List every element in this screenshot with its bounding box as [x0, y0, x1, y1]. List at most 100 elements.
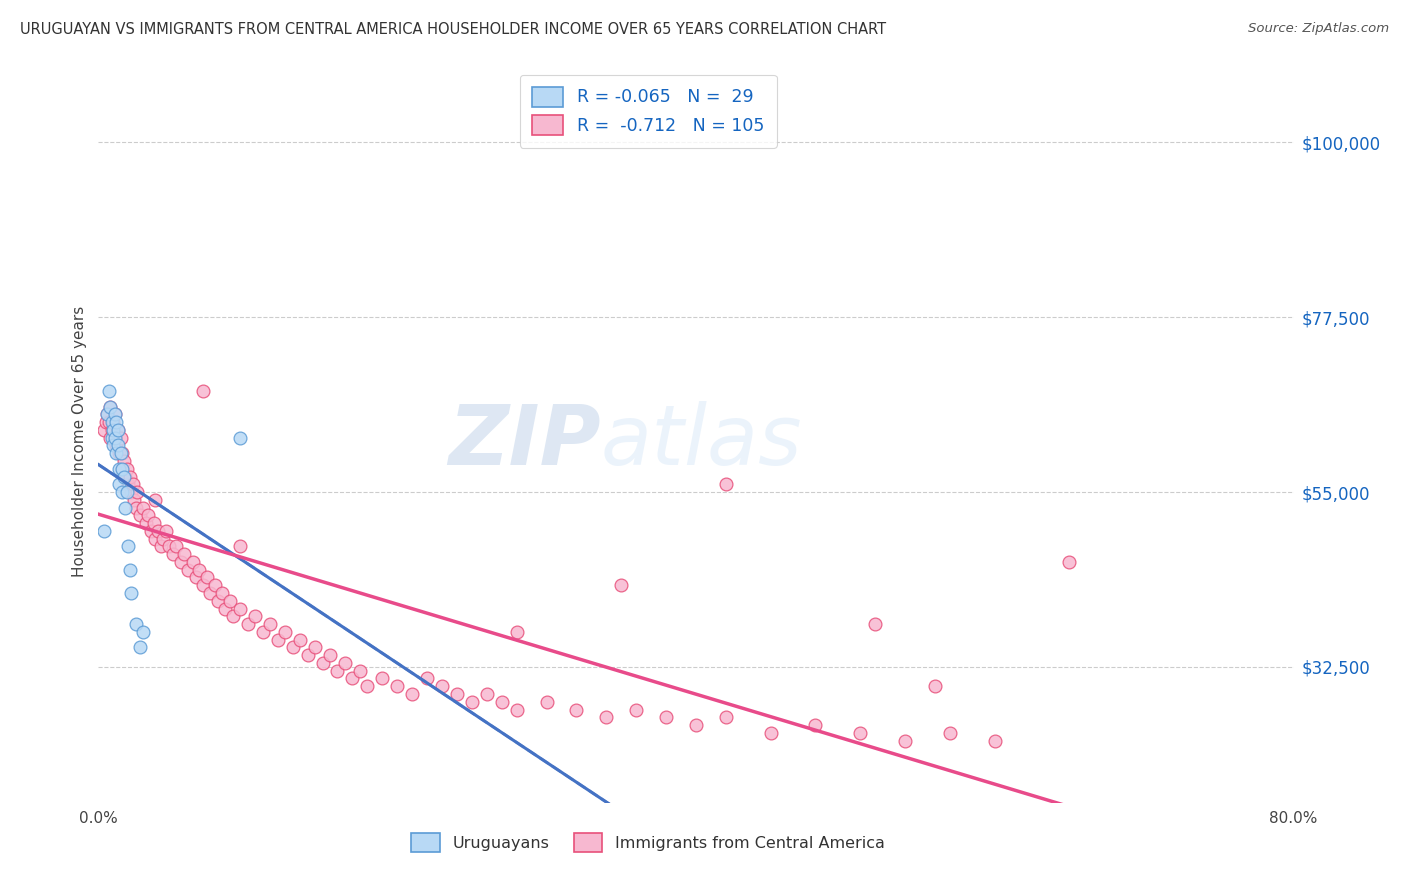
Point: [139, 524, 162, 538]
Point: [110, 431, 132, 445]
Point: [274, 624, 297, 639]
Point: [101, 431, 124, 445]
Point: [267, 632, 290, 647]
Point: [1059, 555, 1081, 569]
Point: [939, 726, 962, 740]
Point: [120, 485, 142, 500]
Point: [143, 492, 166, 507]
Point: [281, 640, 304, 655]
Point: [173, 547, 195, 561]
Text: atlas: atlas: [600, 401, 801, 482]
Point: [142, 516, 165, 530]
Point: [311, 656, 333, 670]
Point: [115, 461, 138, 475]
Point: [112, 454, 135, 468]
Point: [105, 438, 128, 452]
Point: [595, 710, 617, 724]
Point: [191, 384, 214, 398]
Point: [103, 415, 125, 429]
Point: [96, 408, 118, 422]
Point: [98, 431, 122, 445]
Point: [107, 438, 129, 452]
Point: [565, 702, 588, 716]
Point: [108, 477, 131, 491]
Point: [104, 431, 127, 445]
Point: [181, 555, 204, 569]
Text: Source: ZipAtlas.com: Source: ZipAtlas.com: [1249, 22, 1389, 36]
Point: [132, 500, 155, 515]
Point: [125, 617, 148, 632]
Point: [129, 508, 152, 523]
Point: [110, 446, 132, 460]
Point: [865, 617, 887, 632]
Point: [97, 415, 120, 429]
Point: [135, 516, 157, 530]
Point: [200, 586, 222, 600]
Point: [304, 640, 326, 655]
Point: [117, 477, 139, 491]
Point: [177, 563, 200, 577]
Point: [184, 570, 207, 584]
Point: [104, 431, 127, 445]
Point: [108, 446, 131, 460]
Point: [229, 431, 252, 445]
Point: [222, 609, 245, 624]
Point: [349, 664, 371, 678]
Point: [107, 423, 129, 437]
Point: [984, 733, 1007, 747]
Point: [759, 726, 782, 740]
Point: [98, 400, 122, 414]
Point: [103, 423, 125, 437]
Point: [101, 423, 124, 437]
Point: [124, 492, 146, 507]
Point: [849, 726, 872, 740]
Point: [288, 632, 311, 647]
Point: [148, 524, 170, 538]
Point: [506, 702, 529, 716]
Point: [162, 547, 184, 561]
Point: [118, 563, 141, 577]
Point: [416, 672, 439, 686]
Point: [610, 578, 633, 592]
Point: [204, 578, 226, 592]
Point: [127, 485, 149, 500]
Point: [211, 586, 233, 600]
Point: [104, 408, 127, 422]
Point: [536, 695, 558, 709]
Point: [219, 594, 242, 608]
Point: [117, 540, 139, 554]
Point: [245, 609, 267, 624]
Point: [93, 524, 115, 538]
Point: [129, 640, 152, 655]
Point: [430, 679, 453, 693]
Point: [125, 500, 148, 515]
Point: [103, 438, 125, 452]
Point: [112, 469, 135, 483]
Point: [111, 446, 134, 460]
Point: [461, 695, 484, 709]
Point: [97, 384, 120, 398]
Point: [114, 469, 136, 483]
Point: [115, 485, 138, 500]
Point: [401, 687, 423, 701]
Point: [96, 408, 118, 422]
Point: [655, 710, 678, 724]
Text: ZIP: ZIP: [447, 401, 600, 482]
Text: URUGUAYAN VS IMMIGRANTS FROM CENTRAL AMERICA HOUSEHOLDER INCOME OVER 65 YEARS CO: URUGUAYAN VS IMMIGRANTS FROM CENTRAL AME…: [20, 22, 886, 37]
Point: [121, 477, 143, 491]
Point: [804, 718, 827, 732]
Point: [342, 672, 364, 686]
Point: [385, 679, 409, 693]
Point: [197, 570, 219, 584]
Point: [94, 415, 117, 429]
Point: [506, 624, 529, 639]
Point: [104, 408, 127, 422]
Point: [98, 400, 122, 414]
Point: [132, 624, 155, 639]
Point: [259, 617, 281, 632]
Point: [236, 617, 259, 632]
Point: [114, 500, 136, 515]
Point: [152, 532, 174, 546]
Point: [157, 540, 180, 554]
Point: [371, 672, 394, 686]
